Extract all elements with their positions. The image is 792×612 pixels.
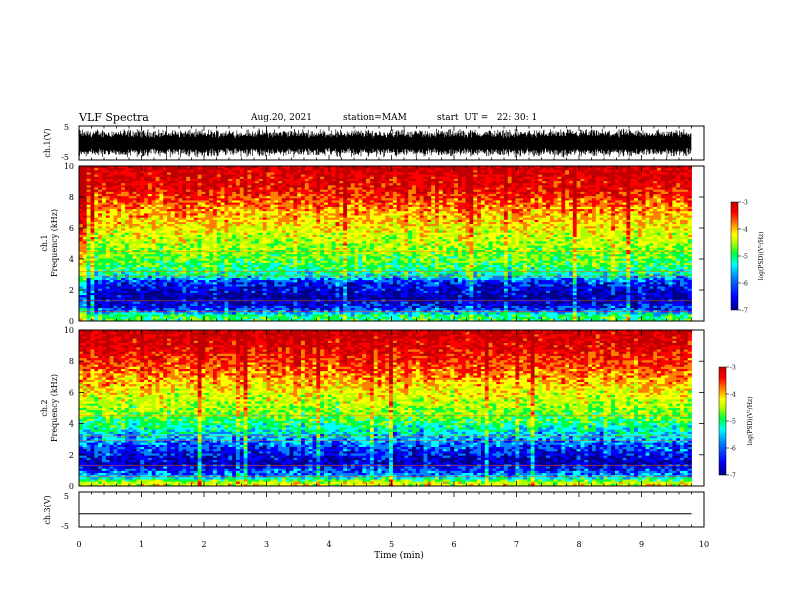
vlf-figure: 5 -5 ch.1(V) 0246810 ch.1 Frequency (kHz… — [0, 0, 792, 612]
waveform-ch1-path — [79, 128, 691, 157]
spectrogram-ch1-image — [79, 166, 692, 321]
ch1-waveform-ylabel: ch.1(V) — [43, 128, 52, 157]
waveform-ch1-trace — [79, 128, 691, 157]
ch1-ytick-top: 5 — [64, 123, 69, 132]
ch1-ytick-bottom: -5 — [61, 153, 69, 162]
waveform-ch1-panel: 5 -5 ch.1(V) — [43, 123, 704, 162]
